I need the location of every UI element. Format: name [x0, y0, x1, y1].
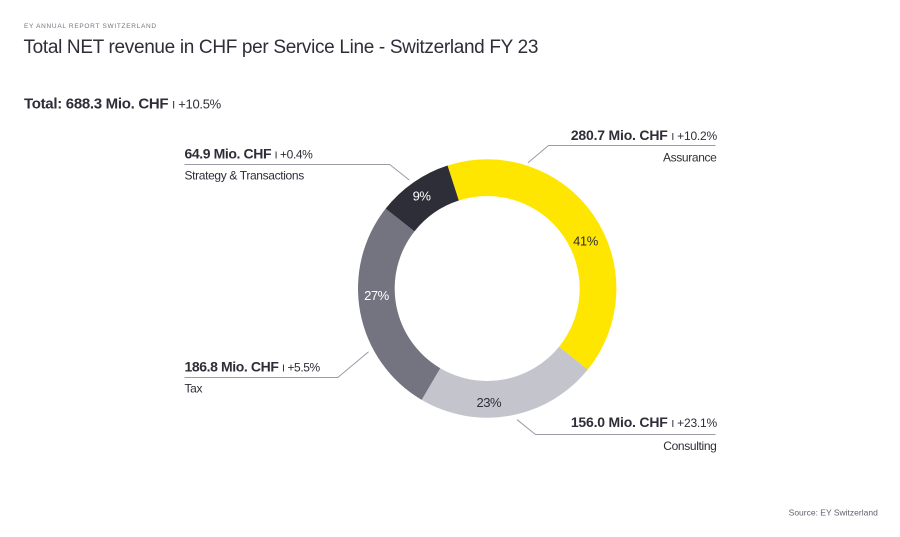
svg-text:64.9 Mio. CHF I +0.4%: 64.9 Mio. CHF I +0.4% — [185, 145, 314, 161]
svg-text:Assurance: Assurance — [663, 151, 717, 165]
svg-text:186.8 Mio. CHF I +5.5%: 186.8 Mio. CHF I +5.5% — [185, 359, 321, 375]
svg-text:9%: 9% — [413, 188, 432, 203]
svg-text:156.0 Mio. CHF I +23.1%: 156.0 Mio. CHF I +23.1% — [571, 414, 718, 430]
svg-text:280.7 Mio. CHF I +10.2%: 280.7 Mio. CHF I +10.2% — [571, 127, 718, 143]
svg-text:27%: 27% — [364, 288, 390, 303]
svg-text:Total NET revenue in CHF per S: Total NET revenue in CHF per Service Lin… — [24, 37, 539, 58]
svg-text:Tax: Tax — [185, 381, 203, 395]
svg-text:41%: 41% — [573, 234, 599, 249]
svg-text:EY ANNUAL REPORT SWITZERLAND: EY ANNUAL REPORT SWITZERLAND — [24, 23, 157, 30]
svg-text:23%: 23% — [476, 395, 502, 410]
svg-text:Source: EY Switzerland: Source: EY Switzerland — [789, 507, 878, 517]
svg-text:Consulting: Consulting — [663, 439, 716, 453]
svg-text:Strategy & Transactions: Strategy & Transactions — [185, 169, 305, 183]
svg-text:Total: 688.3 Mio. CHF I +10.5%: Total: 688.3 Mio. CHF I +10.5% — [24, 95, 222, 112]
